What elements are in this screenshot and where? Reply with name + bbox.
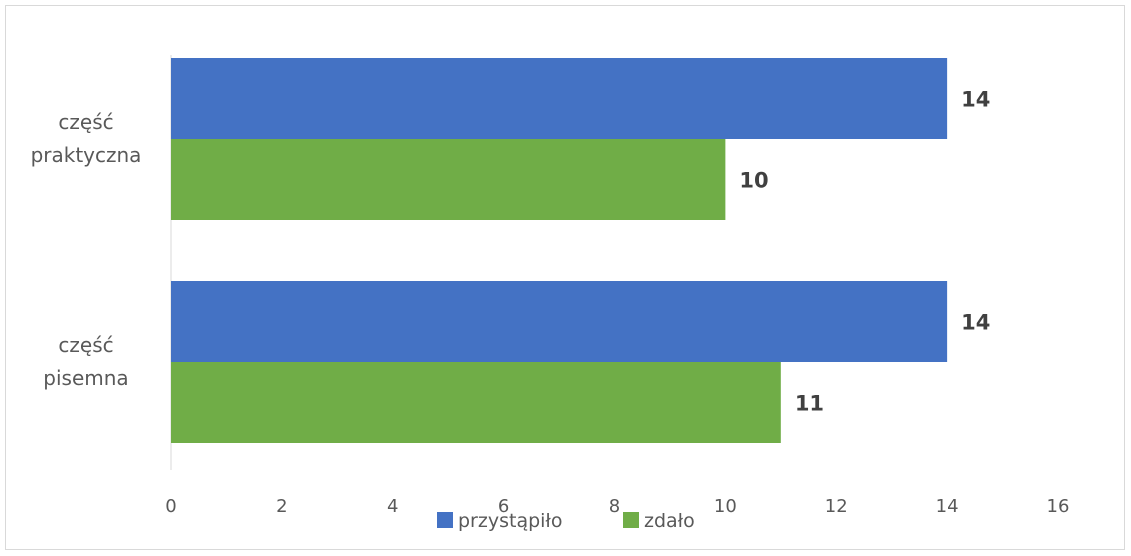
- x-tick-label: 12: [825, 496, 848, 517]
- x-tick-label: 8: [609, 496, 620, 517]
- legend-swatch: [437, 512, 453, 528]
- x-tick-label: 6: [498, 496, 509, 517]
- category-label: część praktyczna: [31, 110, 142, 167]
- legend: przystąpiło zdało: [437, 510, 695, 532]
- x-tick-label: 10: [714, 496, 737, 517]
- bar-zdalo: [171, 139, 726, 220]
- x-tick-label: 0: [165, 496, 176, 517]
- category-label: część pisemna: [43, 333, 128, 390]
- data-label: 11: [795, 392, 824, 416]
- data-label: 14: [961, 311, 990, 335]
- legend-label: zdało: [644, 510, 695, 532]
- x-tick-label: 16: [1047, 496, 1070, 517]
- x-tick-label: 14: [936, 496, 959, 517]
- bar-zdalo: [171, 362, 781, 443]
- x-tick-label: 2: [276, 496, 287, 517]
- data-label: 10: [739, 169, 768, 193]
- legend-label: przystąpiło: [458, 510, 562, 532]
- bar-przystapilo: [171, 58, 948, 139]
- bar-przystapilo: [171, 281, 948, 362]
- data-label: 14: [961, 88, 990, 112]
- bars-layer: [171, 58, 948, 443]
- x-tick-label: 4: [387, 496, 398, 517]
- labels-layer: 14 10 część praktyczna 14 11 część pisemna: [31, 88, 991, 416]
- legend-swatch: [623, 512, 639, 528]
